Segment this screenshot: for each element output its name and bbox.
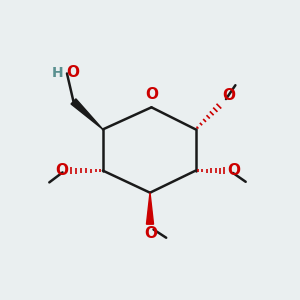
Text: O: O bbox=[145, 87, 158, 102]
Text: H: H bbox=[52, 66, 63, 80]
Text: O: O bbox=[144, 226, 157, 241]
Polygon shape bbox=[146, 193, 154, 224]
Text: O: O bbox=[55, 163, 68, 178]
Text: O: O bbox=[222, 88, 235, 103]
Text: O: O bbox=[66, 65, 80, 80]
Polygon shape bbox=[71, 99, 103, 129]
Text: O: O bbox=[228, 163, 241, 178]
